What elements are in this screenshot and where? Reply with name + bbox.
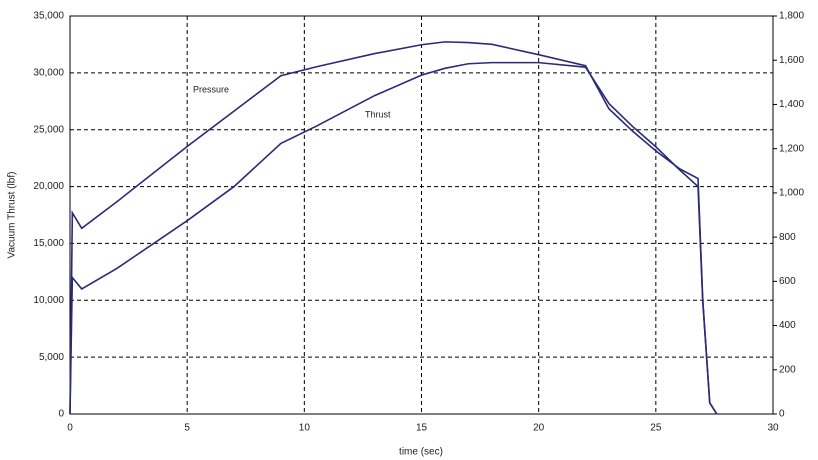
y-tick-label: 15,000 (33, 238, 64, 249)
y-tick-label: 0 (58, 409, 64, 420)
series-annotation: Pressure (193, 84, 229, 94)
y2-tick-label: 1,200 (779, 143, 804, 154)
y-tick-label: 25,000 (33, 124, 64, 135)
y-tick-label: 35,000 (33, 11, 64, 22)
x-tick-label: 10 (299, 423, 311, 434)
y2-tick-label: 200 (779, 364, 796, 375)
y2-tick-label: 400 (779, 320, 796, 331)
y-tick-label: 20,000 (33, 181, 64, 192)
x-axis-label: time (sec) (399, 447, 443, 458)
y2-tick-label: 600 (779, 276, 796, 287)
y2-tick-label: 1,800 (779, 11, 804, 22)
y2-tick-label: 800 (779, 232, 796, 243)
x-tick-label: 15 (416, 423, 428, 434)
plot-frame (69, 15, 774, 415)
series-annotation: Thrust (365, 109, 391, 119)
x-tick-label: 5 (184, 423, 190, 434)
x-tick-label: 30 (767, 423, 779, 434)
y-tick-label: 30,000 (33, 67, 64, 78)
x-tick-label: 20 (533, 423, 545, 434)
data-line (69, 61, 718, 415)
x-tick-label: 0 (67, 423, 73, 434)
y-tick-label: 5,000 (39, 352, 64, 363)
y2-tick-label: 1,400 (779, 99, 804, 110)
data-line (69, 41, 718, 415)
y-axis-label: Vacuum Thrust (lbf) (7, 172, 18, 259)
y2-tick-label: 1,000 (779, 188, 804, 199)
y2-tick-label: 1,600 (779, 55, 804, 66)
y2-tick-label: 0 (779, 409, 785, 420)
y-tick-label: 10,000 (33, 295, 64, 306)
x-tick-label: 25 (650, 423, 662, 434)
